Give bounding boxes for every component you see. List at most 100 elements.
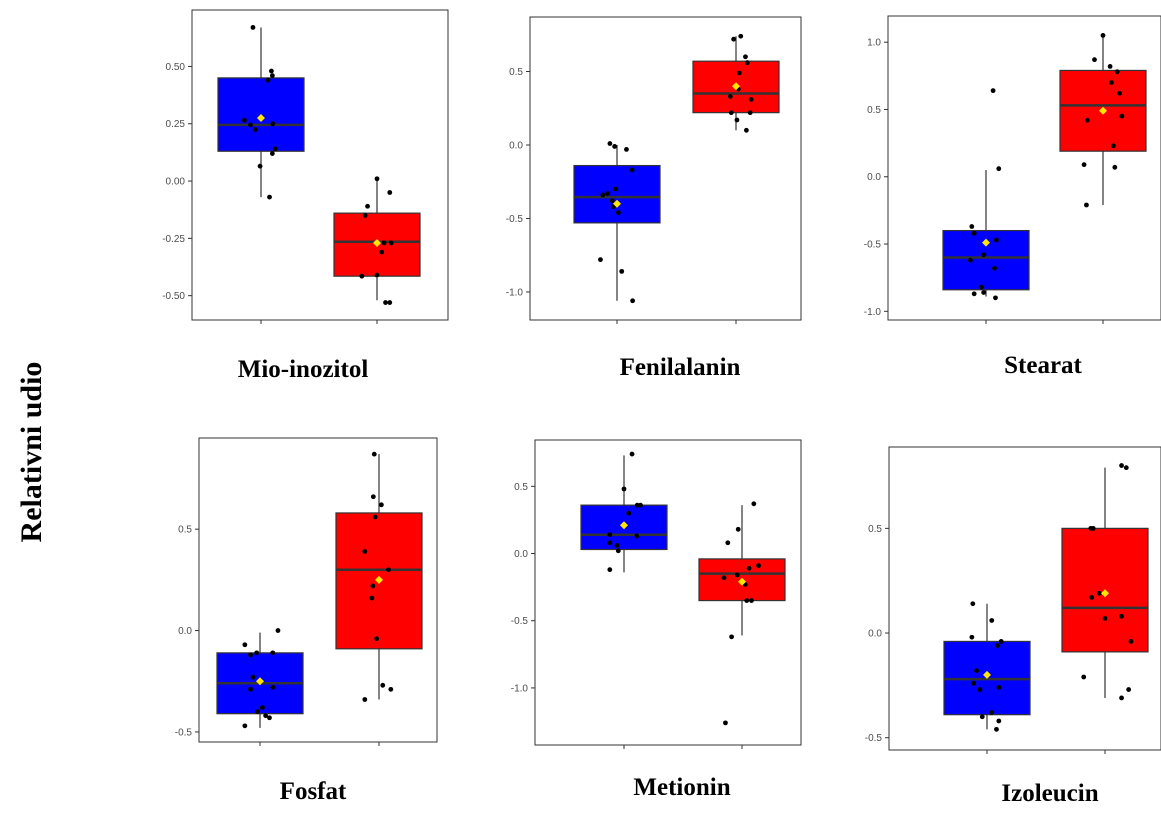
mean-marker <box>256 677 264 686</box>
data-point <box>1102 615 1108 621</box>
mean-marker <box>982 238 990 247</box>
y-tick-label: 0.5 <box>868 524 882 535</box>
data-point <box>607 567 613 573</box>
data-point <box>1112 164 1118 170</box>
data-point <box>372 514 378 520</box>
y-tick-label: -1.0 <box>506 287 524 298</box>
data-point <box>756 563 761 569</box>
data-point <box>638 502 643 508</box>
data-point <box>248 652 253 658</box>
data-point <box>990 88 996 94</box>
data-point <box>267 194 272 200</box>
data-point <box>1128 639 1134 644</box>
data-point <box>615 548 621 554</box>
y-tick-label: 0.0 <box>868 629 882 640</box>
data-point <box>359 273 365 279</box>
data-point <box>381 240 387 246</box>
data-point <box>616 210 621 215</box>
data-point <box>259 705 265 711</box>
data-point <box>995 643 1000 649</box>
data-point <box>254 650 260 656</box>
data-point <box>723 720 728 726</box>
panel-4: 0.5 0.0 -0.5 -1.0 <box>511 439 802 749</box>
data-point <box>729 634 734 640</box>
y-tick-label: 0.25 <box>166 119 186 130</box>
y-axis-title: Relativni udio <box>15 361 48 543</box>
y-tick-label: 0.00 <box>166 177 186 188</box>
y-tick-label: -0.50 <box>162 291 185 302</box>
y-tick-label: 0.5 <box>514 482 528 493</box>
data-point <box>269 151 275 156</box>
data-point <box>250 674 256 680</box>
y-tick-label: -0.5 <box>175 727 193 738</box>
mean-marker <box>620 521 628 530</box>
data-point <box>380 682 386 688</box>
mean-marker <box>375 575 383 584</box>
data-point <box>362 697 368 702</box>
y-tick-label: -0.5 <box>506 214 524 225</box>
data-point <box>387 190 393 195</box>
data-point <box>969 224 975 229</box>
data-point <box>269 68 274 74</box>
y-tick-label: -0.5 <box>865 733 883 744</box>
data-point <box>981 252 987 258</box>
data-point <box>379 249 385 255</box>
data-point <box>971 291 977 297</box>
data-point <box>619 268 625 274</box>
data-point <box>250 25 256 30</box>
data-point <box>1084 117 1090 123</box>
data-point <box>270 650 276 656</box>
data-point <box>607 141 613 146</box>
data-point <box>613 186 618 192</box>
data-point <box>1092 57 1097 63</box>
mean-marker <box>1101 589 1109 598</box>
data-point <box>731 36 737 42</box>
data-point <box>1111 143 1116 149</box>
panel-title-izoleucin: Izoleucin <box>1001 780 1099 807</box>
data-point <box>971 230 977 236</box>
data-point <box>1119 463 1124 468</box>
data-point <box>969 634 975 640</box>
y-tick-label: 0.5 <box>867 105 881 116</box>
data-point <box>270 684 276 690</box>
data-point <box>744 598 750 603</box>
data-point <box>1119 113 1125 119</box>
data-point <box>362 549 368 554</box>
y-tick-label: -0.5 <box>864 240 882 251</box>
data-point <box>998 639 1004 644</box>
data-point <box>1081 162 1087 168</box>
data-point <box>734 572 740 578</box>
y-tick-label: 0.5 <box>509 67 523 78</box>
data-point <box>978 284 984 290</box>
panel-title-mio-inozitol: Mio-inozitol <box>237 356 369 383</box>
data-point <box>981 290 987 295</box>
data-point <box>634 533 640 539</box>
data-point <box>1119 613 1124 619</box>
data-point <box>738 33 744 39</box>
data-point <box>629 167 635 173</box>
data-point <box>967 257 973 263</box>
data-point <box>996 718 1002 724</box>
data-point <box>365 203 370 209</box>
data-point <box>1089 595 1095 600</box>
panel-title-fosfat: Fosfat <box>279 778 347 805</box>
data-point <box>374 272 380 278</box>
data-point <box>996 685 1002 690</box>
panel-5: 0.5 0.0 -0.5 <box>865 446 1161 754</box>
data-point <box>248 122 253 128</box>
mean-marker <box>257 114 265 123</box>
data-point <box>1109 80 1114 85</box>
data-point <box>600 192 606 198</box>
data-point <box>721 575 727 581</box>
panel-title-fenilalanin: Fenilalanin <box>619 354 741 381</box>
data-point <box>609 198 615 204</box>
panel-title-stearat: Stearat <box>1004 352 1082 379</box>
data-point <box>993 295 998 301</box>
data-point <box>374 176 380 182</box>
data-point <box>275 628 281 633</box>
data-point <box>614 543 620 548</box>
data-point <box>744 60 750 66</box>
data-point <box>624 146 629 152</box>
data-point <box>1114 69 1120 75</box>
